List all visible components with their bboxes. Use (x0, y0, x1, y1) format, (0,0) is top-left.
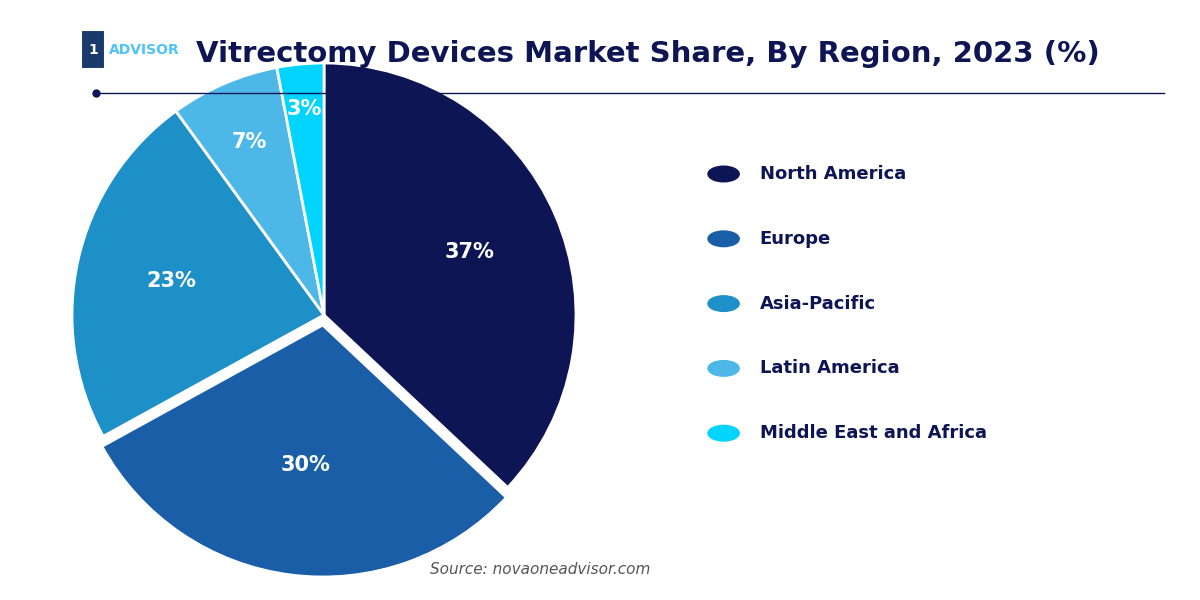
Text: Vitrectomy Devices Market Share, By Region, 2023 (%): Vitrectomy Devices Market Share, By Regi… (196, 40, 1100, 68)
Text: 7%: 7% (232, 131, 266, 152)
Wedge shape (324, 63, 576, 488)
Text: 23%: 23% (146, 271, 197, 291)
Text: Asia-Pacific: Asia-Pacific (760, 295, 876, 313)
Text: 1: 1 (89, 43, 98, 56)
Text: ADVISOR: ADVISOR (109, 43, 180, 56)
Text: 37%: 37% (445, 242, 494, 262)
FancyBboxPatch shape (82, 30, 104, 69)
Text: North America: North America (760, 165, 906, 183)
Text: Middle East and Africa: Middle East and Africa (760, 424, 986, 442)
Wedge shape (176, 67, 324, 315)
Wedge shape (277, 63, 324, 315)
Text: Latin America: Latin America (760, 359, 899, 377)
Text: 3%: 3% (287, 99, 323, 119)
Text: Source: novaoneadvisor.com: Source: novaoneadvisor.com (430, 563, 650, 577)
Text: NOVA: NOVA (17, 43, 60, 56)
Wedge shape (72, 111, 324, 436)
Text: Europe: Europe (760, 230, 830, 248)
Wedge shape (102, 325, 506, 577)
Text: 30%: 30% (280, 455, 330, 475)
